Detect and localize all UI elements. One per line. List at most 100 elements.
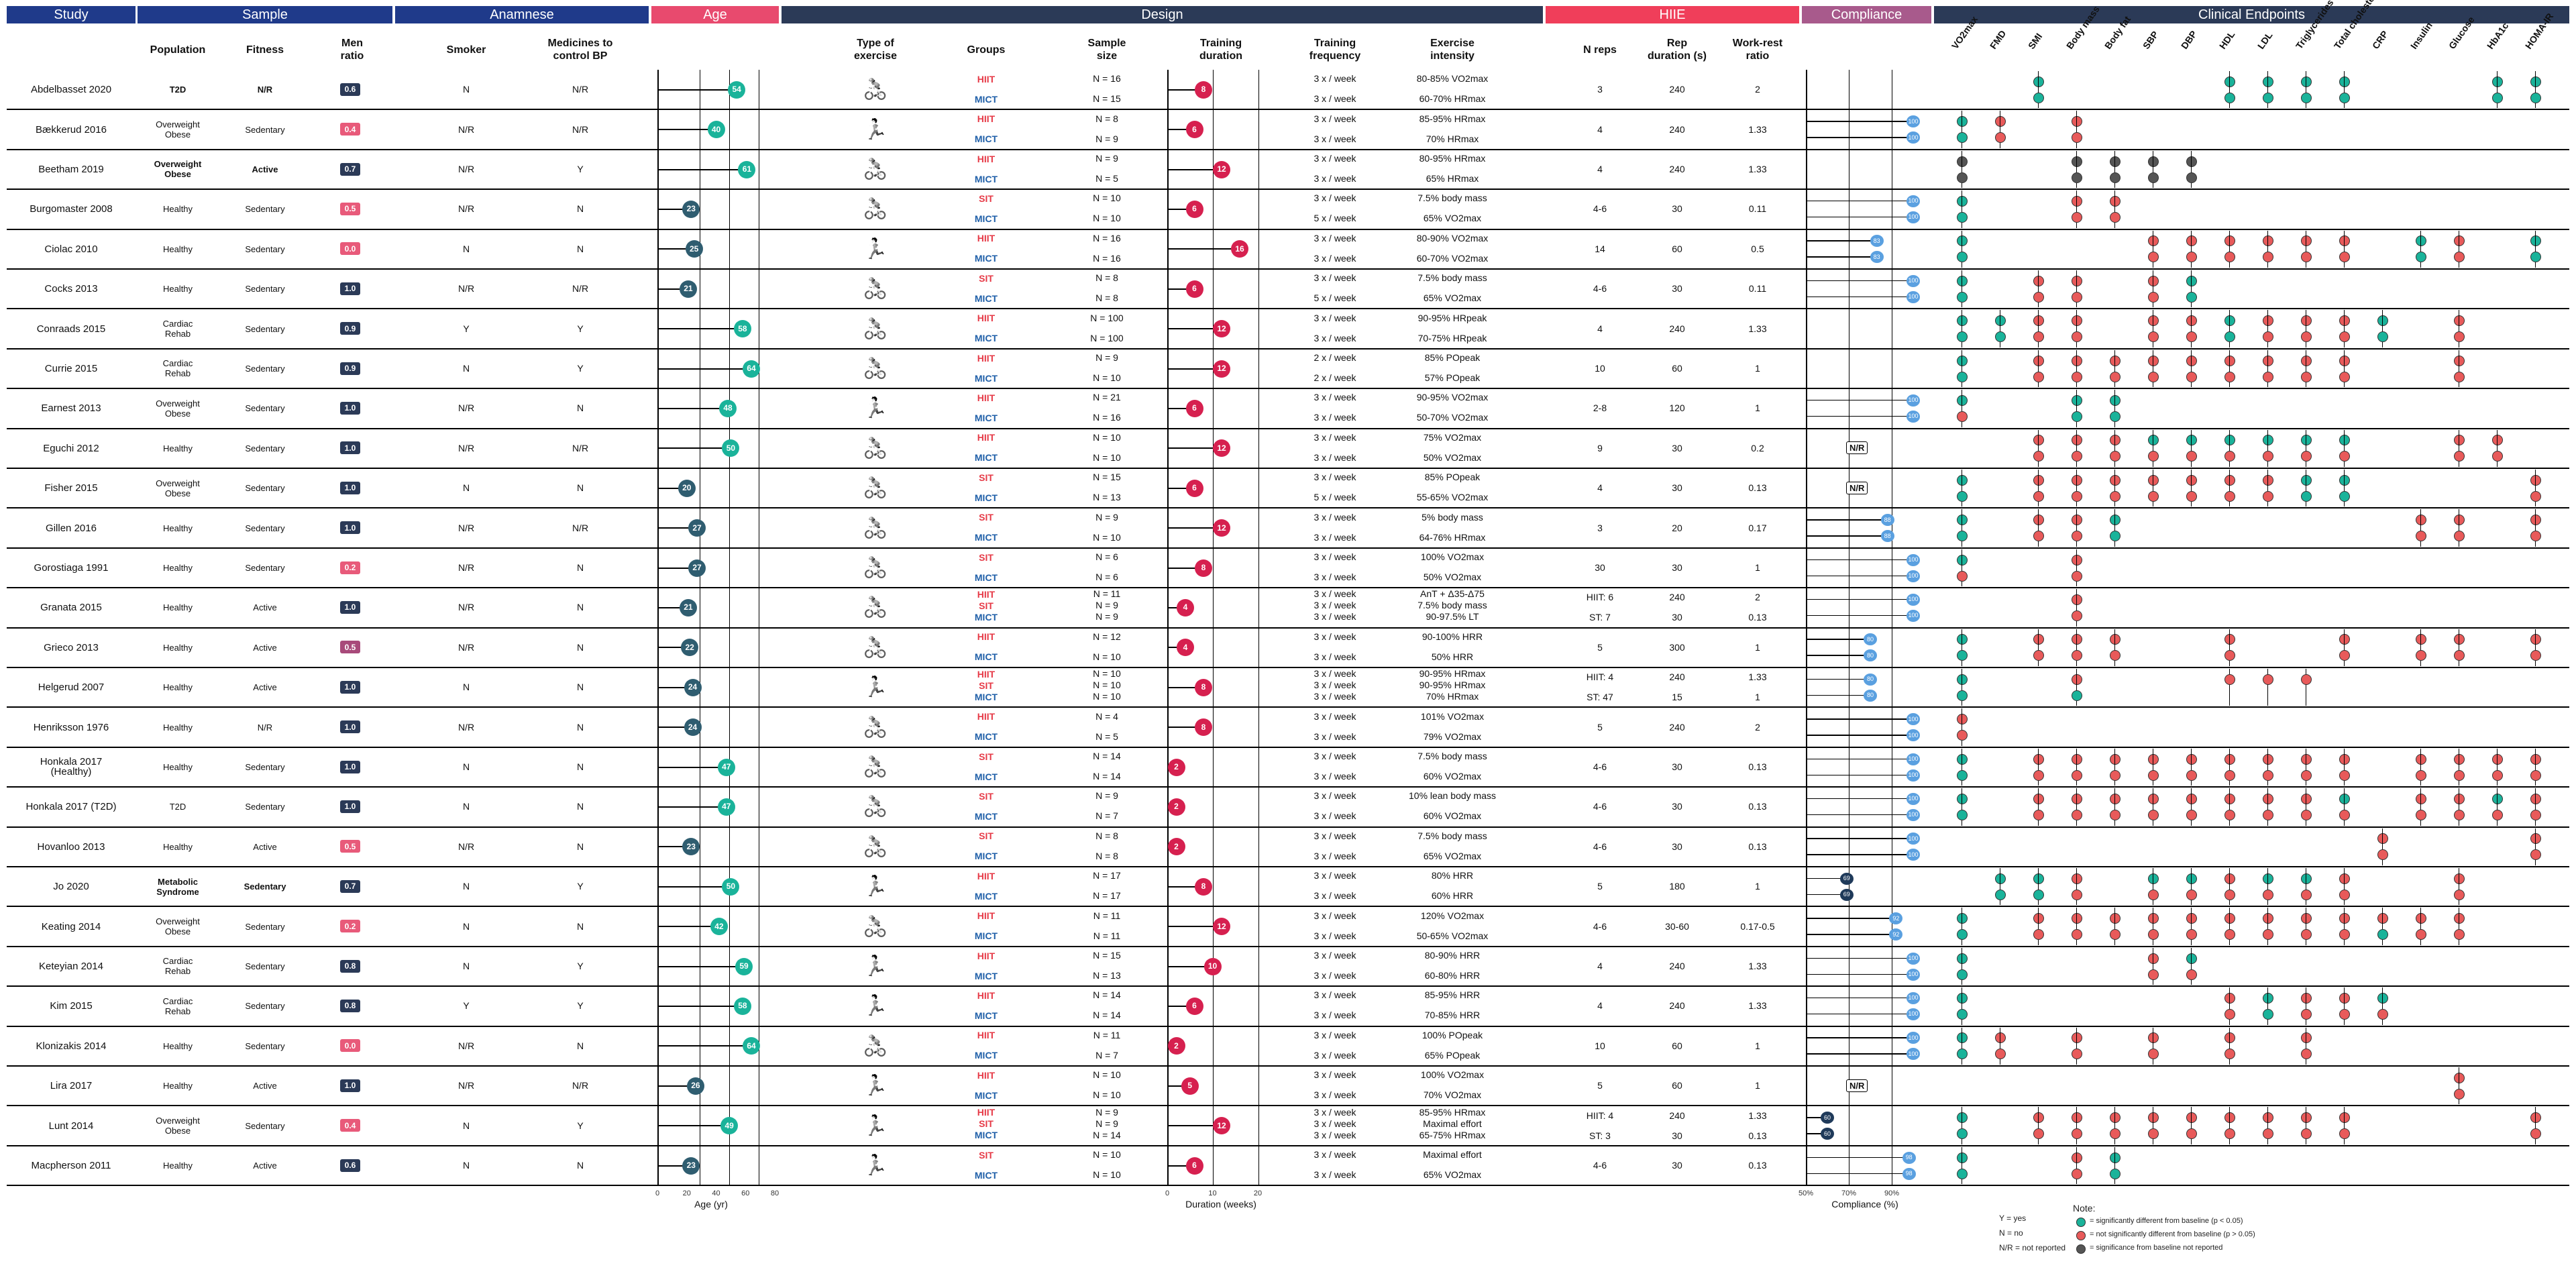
work-rest-ratio: 1 <box>1755 1080 1760 1091</box>
endpoint-marker <box>2492 435 2503 446</box>
endpoint-header: SBP <box>2140 29 2161 51</box>
endpoint-stem <box>2229 868 2230 906</box>
endpoint-marker <box>1957 172 1968 183</box>
endpoint-stem <box>2497 71 2498 109</box>
endpoint-marker <box>1957 674 1968 685</box>
header-population: Population <box>150 44 206 56</box>
fitness: Sedentary <box>245 363 285 374</box>
compliance-tick: 50% <box>1798 1189 1814 1198</box>
training-frequency: 3 x / week <box>1313 651 1356 662</box>
smoker: N <box>462 482 470 494</box>
population: Healthy <box>162 1160 193 1171</box>
header-work-rest: Work-rest ratio <box>1732 38 1783 62</box>
duration-dot: 12 <box>1213 439 1230 458</box>
compliance-stem <box>1806 256 1877 258</box>
endpoint-marker <box>2186 331 2197 343</box>
duration-stem <box>1167 1125 1222 1127</box>
population: T2D <box>169 802 186 812</box>
bp-medicine: N/R <box>572 442 589 453</box>
endpoint-stem <box>2038 470 2039 507</box>
compliance-stem <box>1806 535 1888 537</box>
age-dot: 50 <box>722 439 740 458</box>
running-icon: 🏃 <box>863 1154 888 1177</box>
endpoint-stem <box>2191 350 2192 388</box>
group-label: MICT <box>974 1130 998 1141</box>
n-reps: 10 <box>1595 1040 1605 1051</box>
compliance-dot: 60 <box>1821 1128 1834 1140</box>
endpoint-stem <box>2076 470 2077 507</box>
training-frequency: 3 x / week <box>1313 232 1356 244</box>
endpoint-marker <box>2110 913 2121 924</box>
rep-duration: 300 <box>1669 641 1685 653</box>
sample-size: N = 14 <box>1093 989 1121 1001</box>
endpoint-marker <box>2492 76 2503 87</box>
endpoint-stem <box>2076 589 2077 627</box>
endpoint-marker <box>2377 833 2388 845</box>
sample-size: N = 10 <box>1093 1149 1121 1160</box>
training-frequency: 3 x / week <box>1313 731 1356 742</box>
duration-dot: 8 <box>1195 559 1212 577</box>
age-tick: 60 <box>741 1189 750 1198</box>
endpoint-stem <box>2344 350 2345 388</box>
exercise-intensity: 50% VO2max <box>1423 451 1482 463</box>
rep-duration: 240 <box>1669 123 1685 135</box>
endpoint-stem <box>2344 230 2345 268</box>
endpoint-marker <box>2339 809 2350 820</box>
endpoint-marker <box>2263 315 2273 327</box>
compliance-stem <box>1806 894 1847 896</box>
training-frequency: 3 x / week <box>1313 312 1356 323</box>
row-divider <box>7 826 2569 828</box>
smoker: N <box>462 761 470 772</box>
duration-dot: 8 <box>1195 877 1212 896</box>
not-reported-box: N/R <box>1846 441 1868 455</box>
rep-duration: 60 <box>1672 243 1682 254</box>
sample-size: N = 9 <box>1095 1118 1118 1129</box>
endpoint-marker <box>2263 252 2273 263</box>
endpoint-stem <box>2497 429 2498 467</box>
training-frequency: 2 x / week <box>1313 372 1356 383</box>
endpoint-marker <box>2263 1008 2273 1020</box>
n-reps: HIIT: 6 ST: 7 <box>1586 592 1614 623</box>
endpoint-marker <box>2224 1128 2235 1140</box>
age-stem <box>657 806 727 808</box>
fitness: Sedentary <box>245 323 285 334</box>
study-name: Earnest 2013 <box>41 402 101 415</box>
sample-size: N = 11 <box>1093 910 1121 921</box>
endpoint-marker <box>1957 291 1968 303</box>
endpoint-marker <box>2377 913 2388 924</box>
endpoint-stem <box>2038 270 2039 308</box>
training-frequency: 3 x / week <box>1313 830 1356 841</box>
endpoint-marker <box>2072 275 2082 286</box>
endpoint-marker <box>2339 92 2350 103</box>
smoker: Y <box>463 1000 470 1012</box>
endpoint-marker <box>1957 1008 1968 1020</box>
fitness: Sedentary <box>245 124 285 135</box>
rep-duration: 30 <box>1672 482 1682 494</box>
exercise-intensity: 85-95% HRR <box>1424 989 1481 1001</box>
endpoint-marker <box>1957 992 1968 1004</box>
age-dot: 24 <box>684 718 702 737</box>
study-name: Keteyian 2014 <box>39 960 103 972</box>
smoker: N <box>462 920 470 932</box>
endpoint-marker <box>1957 252 1968 263</box>
group-label: SIT <box>979 193 994 204</box>
compliance-stem <box>1806 735 1913 736</box>
endpoint-marker <box>2339 451 2350 462</box>
rep-duration: 30 <box>1672 442 1682 453</box>
legend-nsig: = not significantly different from basel… <box>2090 1230 2255 1239</box>
endpoint-marker <box>2033 929 2044 941</box>
endpoint-stem <box>2229 230 2230 268</box>
endpoint-marker <box>2263 753 2273 765</box>
endpoint-marker <box>2263 913 2273 924</box>
endpoint-marker <box>2530 849 2541 861</box>
compliance-axis-label: Compliance (%) <box>1831 1199 1898 1210</box>
endpoint-marker <box>2224 929 2235 941</box>
endpoint-marker <box>2339 929 2350 941</box>
compliance-stem <box>1806 399 1913 401</box>
men-ratio-badge: 0.0 <box>340 1039 360 1053</box>
compliance-tick: 90% <box>1884 1189 1900 1198</box>
endpoint-marker <box>2301 315 2312 327</box>
bp-medicine: N/R <box>572 1080 589 1091</box>
endpoint-marker <box>2110 809 2121 820</box>
endpoint-marker <box>2454 355 2465 366</box>
